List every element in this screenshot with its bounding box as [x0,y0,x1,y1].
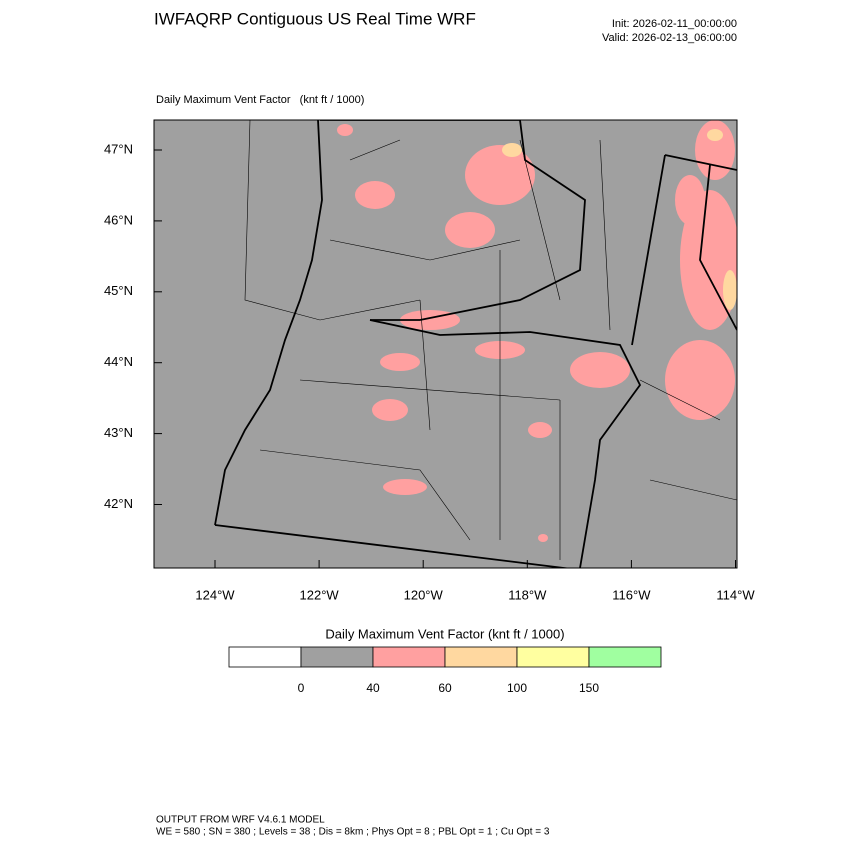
colorbar-box [228,646,302,668]
colorbar-label: 150 [579,681,599,695]
lat-tick-label: 43°N [104,425,133,440]
lon-tick-label: 120°W [404,587,444,602]
vent-areas [337,120,737,542]
map-subtitle: Daily Maximum Vent Factor (knt ft / 1000… [156,94,364,106]
colorbar-box [372,646,446,668]
lon-tick-label: 122°W [300,587,340,602]
lat-tick-label: 45°N [104,283,133,298]
lat-tick-label: 44°N [104,354,133,369]
colorbar-box [300,646,374,668]
lon-tick-label: 114°W [716,587,755,602]
colorbar: Daily Maximum Vent Factor (knt ft / 1000… [325,626,564,641]
init-time: Init: 2026-02-11_00:00:00 [612,18,737,30]
footer-line: WE = 580 ; SN = 380 ; Levels = 38 ; Dis … [156,827,550,838]
title: IWFAQRP Contiguous US Real Time WRF [154,9,476,28]
colorbar-label: 60 [438,681,452,695]
colorbar-box [444,646,518,668]
footer-line: OUTPUT FROM WRF V4.6.1 MODEL [156,815,325,826]
lat-tick-label: 46°N [104,212,133,227]
lat-tick-label: 42°N [104,496,133,511]
colorbar-title: Daily Maximum Vent Factor (knt ft / 1000… [325,626,564,641]
colorbar-box [516,646,590,668]
lon-tick-label: 124°W [195,587,235,602]
map-frame [153,119,738,569]
colorbar-box [588,646,662,668]
map-background [154,120,737,568]
colorbar-label: 40 [366,681,380,695]
colorbar-label: 100 [507,681,527,695]
colorbar-label: 0 [298,681,305,695]
valid-time: Valid: 2026-02-13_06:00:00 [602,32,737,44]
lat-tick-label: 47°N [104,141,133,156]
lon-tick-label: 118°W [508,587,547,602]
map [153,119,738,569]
lon-tick-label: 116°W [612,587,651,602]
